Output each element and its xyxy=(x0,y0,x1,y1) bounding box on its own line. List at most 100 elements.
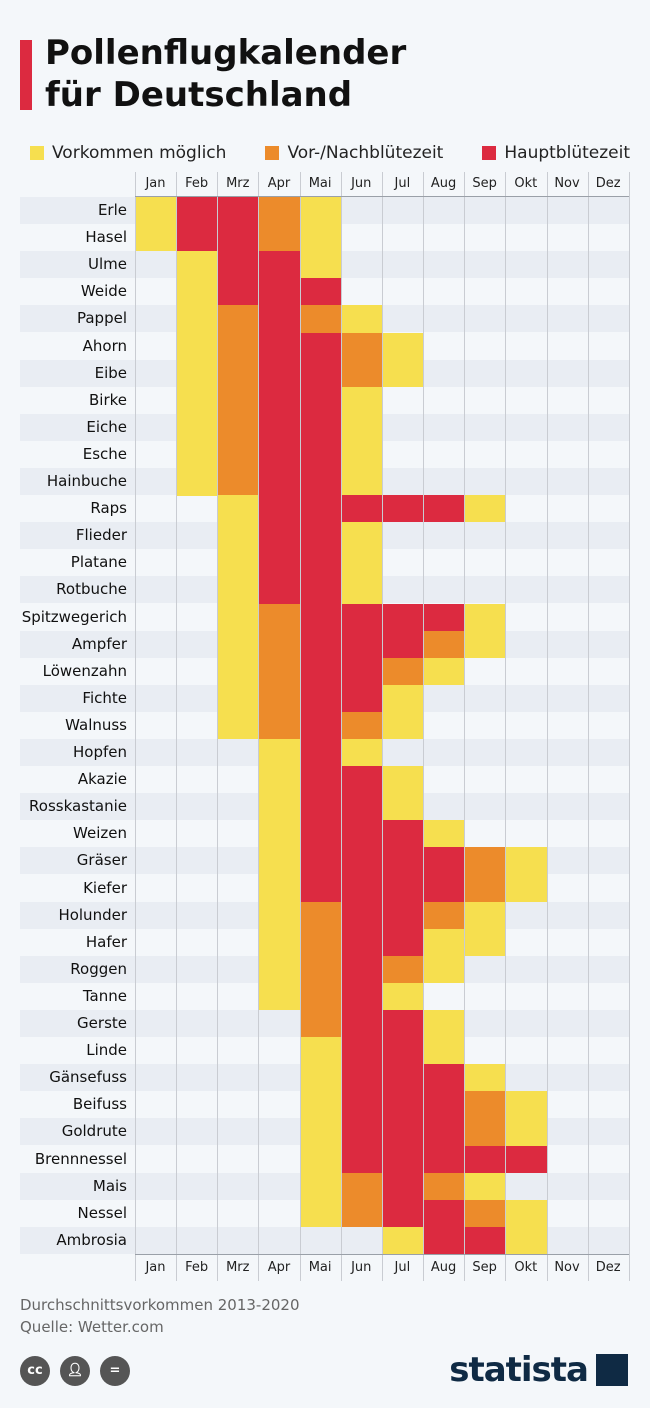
row-label: Brennnessel xyxy=(34,1149,127,1168)
brand-name: statista xyxy=(449,1350,589,1390)
heatmap-cell xyxy=(340,684,383,713)
heatmap-cell xyxy=(299,1037,342,1065)
row-label: Erle xyxy=(97,201,127,219)
heatmap-cell xyxy=(258,739,301,767)
heatmap-cell xyxy=(299,901,342,930)
source: Quelle: Wetter.com xyxy=(20,1318,164,1336)
heatmap-cell xyxy=(176,305,218,333)
heatmap-cell xyxy=(340,549,383,577)
heatmap-cell xyxy=(299,305,342,333)
row-label: Pappel xyxy=(76,309,127,328)
month-label-bottom: Sep xyxy=(472,1259,497,1275)
axis-line-top xyxy=(135,196,629,197)
heatmap-cell xyxy=(217,278,259,306)
statista-logo[interactable]: statista xyxy=(449,1350,628,1390)
heatmap-cell xyxy=(299,928,342,957)
heatmap-cell xyxy=(299,1145,342,1174)
month-label-bottom: Aug xyxy=(430,1259,457,1275)
row-label: Flieder xyxy=(75,526,127,545)
month-label-top: Jun xyxy=(351,176,372,191)
row-label: Tanne xyxy=(82,986,127,1005)
month-label-top: Jan xyxy=(145,176,166,191)
heatmap-cell xyxy=(423,1172,465,1201)
heatmap-cell xyxy=(299,359,342,388)
heatmap-cell xyxy=(340,1091,383,1119)
heatmap-cell xyxy=(381,928,424,957)
heatmap-cell xyxy=(299,739,342,767)
heatmap-cell xyxy=(381,711,424,740)
heatmap-cell xyxy=(176,386,218,415)
row-label: Kiefer xyxy=(83,878,127,897)
legend-swatch-orange xyxy=(265,146,280,160)
legend-label: Hauptblütezeit xyxy=(504,143,630,163)
row-label: Mais xyxy=(92,1176,127,1195)
heatmap-cell xyxy=(299,386,342,415)
heatmap-cell xyxy=(258,901,301,930)
grid-line xyxy=(546,172,548,1281)
month-label-bottom: Mrz xyxy=(226,1259,250,1275)
heatmap-cell xyxy=(135,224,177,252)
title-line-2: für Deutschland xyxy=(45,75,353,115)
heatmap-cell xyxy=(299,1199,342,1228)
heatmap-cell xyxy=(217,197,259,225)
heatmap-cell xyxy=(299,793,342,821)
heatmap-cell xyxy=(299,603,342,632)
legend-item-possible: Vorkommen möglich xyxy=(30,143,226,163)
grid-line xyxy=(423,172,425,1281)
heatmap-cell xyxy=(176,332,218,361)
heatmap-cell xyxy=(176,468,218,496)
heatmap-cell xyxy=(505,1118,547,1146)
heatmap-cell xyxy=(217,440,259,469)
heatmap-cell xyxy=(423,901,465,930)
heatmap-cell xyxy=(381,820,424,848)
row-label: Rotbuche xyxy=(56,580,127,599)
heatmap-cell xyxy=(176,224,218,252)
heatmap-cell xyxy=(258,251,301,279)
month-label-bottom: Jun xyxy=(351,1259,372,1275)
heatmap-cell xyxy=(340,955,383,984)
heatmap-cell xyxy=(299,766,342,794)
legend-swatch-red xyxy=(482,146,497,160)
by-icon[interactable]: 👤︎ xyxy=(60,1356,90,1386)
heatmap-cell xyxy=(217,251,259,279)
heatmap-cell xyxy=(423,1118,465,1146)
heatmap-cell xyxy=(340,1172,383,1201)
heatmap-cell xyxy=(299,1091,342,1119)
heatmap-cell xyxy=(217,603,259,632)
row-label: Eiche xyxy=(86,417,127,436)
heatmap-cell xyxy=(464,901,506,930)
heatmap-cell xyxy=(176,440,218,469)
chart-title: Pollenflugkalender für Deutschland xyxy=(45,32,406,116)
heatmap-cell xyxy=(299,468,342,496)
heatmap-cell xyxy=(258,224,301,252)
heatmap-cell xyxy=(464,874,506,903)
heatmap-cell xyxy=(340,928,383,957)
month-label-bottom: Apr xyxy=(267,1259,291,1275)
heatmap-cell xyxy=(464,1199,506,1228)
heatmap-cell xyxy=(340,603,383,632)
nd-icon[interactable]: = xyxy=(100,1356,130,1386)
row-label: Roggen xyxy=(70,959,127,978)
heatmap-cell xyxy=(423,1064,465,1092)
heatmap-cell xyxy=(340,874,383,903)
heatmap-cell xyxy=(381,847,424,875)
heatmap-cell xyxy=(258,630,301,659)
heatmap-cell xyxy=(299,332,342,361)
heatmap-cell xyxy=(217,305,259,333)
heatmap-cell xyxy=(258,928,301,957)
heatmap-cell xyxy=(423,820,465,848)
month-label-bottom: Nov xyxy=(554,1259,580,1275)
heatmap-cell xyxy=(258,468,301,496)
month-label-top: Okt xyxy=(514,176,538,191)
heatmap-cell xyxy=(423,1199,465,1228)
heatmap-cell xyxy=(505,847,547,875)
heatmap-cell xyxy=(299,522,342,550)
row-label: Hafer xyxy=(85,932,127,951)
row-label: Nessel xyxy=(77,1203,127,1222)
cc-icon[interactable]: cc xyxy=(20,1356,50,1386)
row-label: Gerste xyxy=(77,1014,127,1032)
heatmap-cell xyxy=(299,1010,342,1038)
heatmap-cell xyxy=(340,847,383,875)
legend: Vorkommen möglich Vor-/Nachblütezeit Hau… xyxy=(30,143,630,163)
heatmap-cell xyxy=(258,657,301,686)
